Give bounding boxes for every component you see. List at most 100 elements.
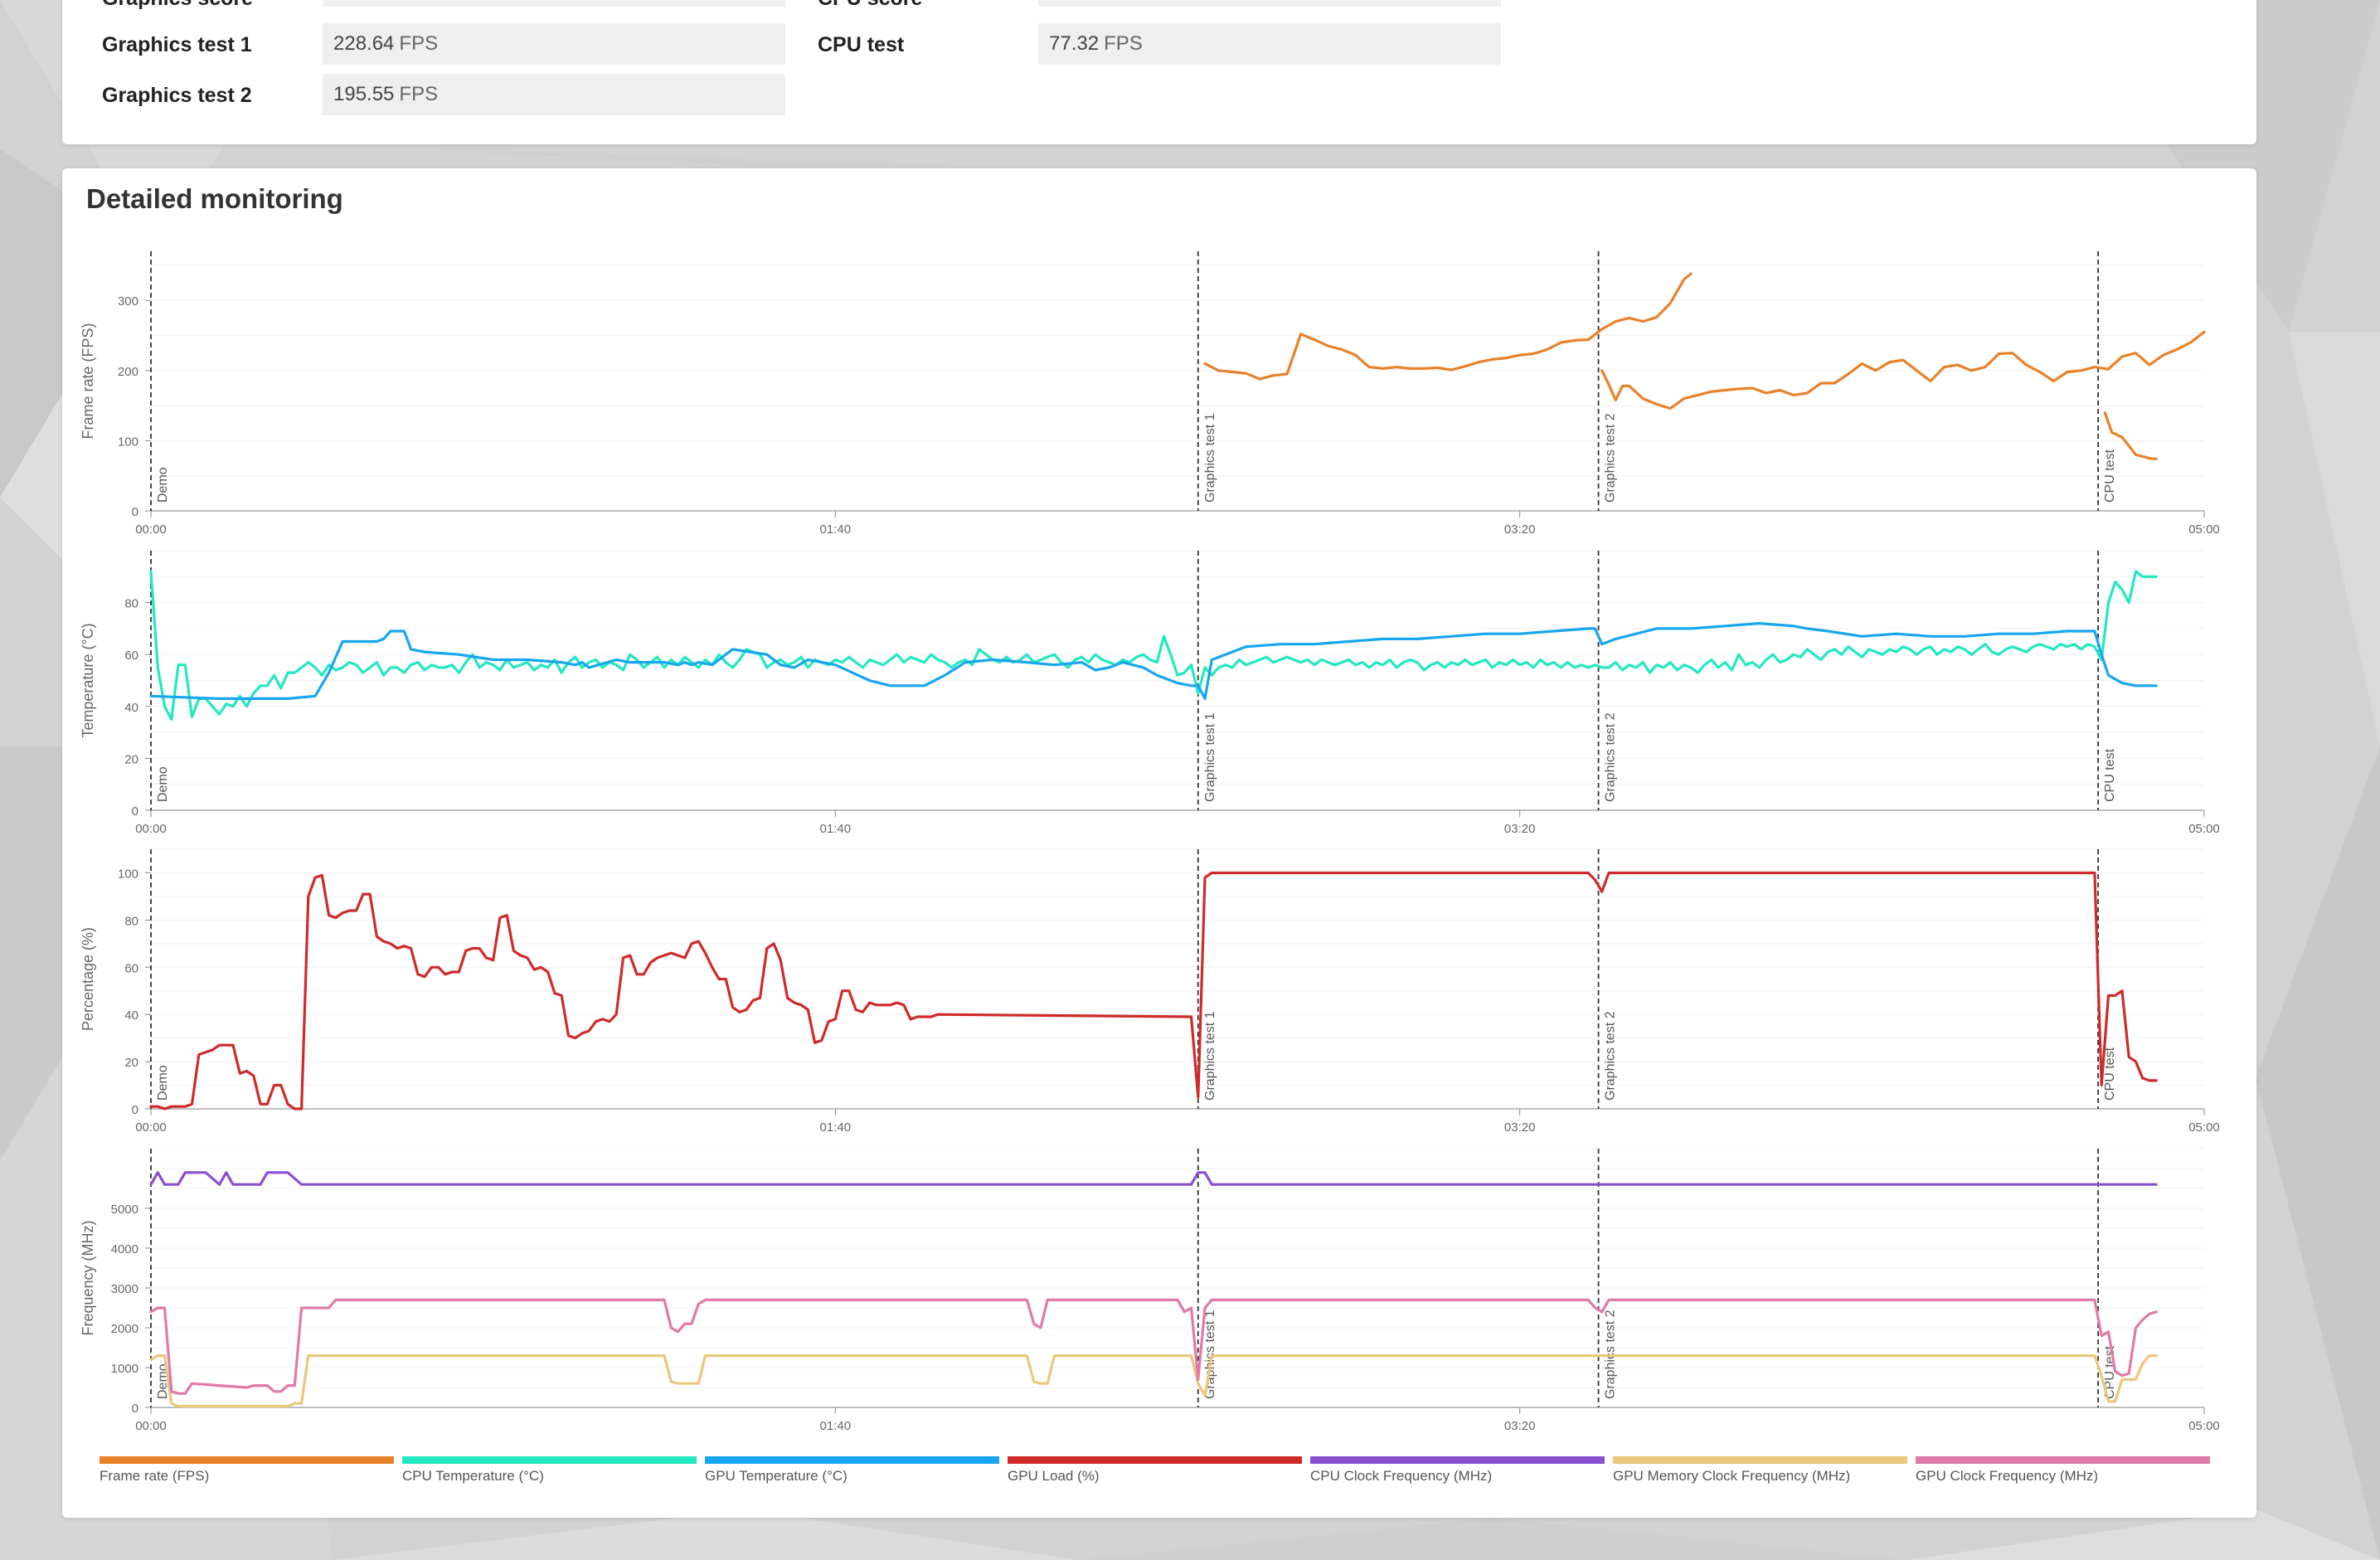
legend-item-frame-rate[interactable]: Frame rate (FPS) xyxy=(100,1456,394,1485)
chart-panel-3: 0 20 40 60 80 100 Percentage (%) 00:00 01:40 03:2… xyxy=(80,848,2220,1135)
y-axis-label: Frame rate (FPS) xyxy=(80,323,96,439)
x-tick-label: 05:00 xyxy=(2188,822,2220,836)
y-tick-label: 60 xyxy=(124,961,138,975)
legend-item-gpu-memory-clock[interactable]: GPU Memory Clock Frequency (MHz) xyxy=(1613,1456,1907,1485)
legend-swatch xyxy=(705,1456,999,1464)
x-tick-label: 03:20 xyxy=(1504,1120,1536,1135)
legend-label: GPU Load (%) xyxy=(1008,1468,1100,1484)
phase-marker-label: Graphics test 1 xyxy=(1203,1011,1217,1101)
x-tick-label: 05:00 xyxy=(2188,522,2220,537)
legend-item-cpu-temperature[interactable]: CPU Temperature (°C) xyxy=(402,1456,697,1485)
graphics-test-1-value: 228.64 FPS xyxy=(323,23,785,65)
x-tick-label: 01:40 xyxy=(820,822,852,836)
phase-marker-label: Graphics test 1 xyxy=(1203,413,1217,503)
y-tick-label: 40 xyxy=(124,701,138,715)
graphics-test-2-value: 195.55 FPS xyxy=(323,74,785,115)
graphics-test-2-label: Graphics test 2 xyxy=(102,84,252,107)
legend-swatch xyxy=(1310,1456,1605,1464)
phase-marker-label: Graphics test 1 xyxy=(1203,1310,1217,1399)
series-line-gpu-temperature-c xyxy=(149,621,2158,701)
graphics-score-box xyxy=(323,0,785,7)
x-tick-label: 01:40 xyxy=(820,1419,852,1433)
x-tick-label: 03:20 xyxy=(1504,522,1536,537)
series-line-frame-rate-fps xyxy=(2103,411,2158,460)
chart-panel-4: 0 1000 2000 3000 4000 5000 Frequency (MHz) 00:0… xyxy=(80,1148,2220,1433)
legend-label: CPU Temperature (°C) xyxy=(402,1468,544,1484)
x-tick-label: 05:00 xyxy=(2188,1120,2220,1135)
x-tick-label: 00:00 xyxy=(135,1120,167,1135)
y-tick-label: 3000 xyxy=(111,1282,138,1296)
legend-item-gpu-load[interactable]: GPU Load (%) xyxy=(1008,1456,1302,1485)
x-tick-label: 03:20 xyxy=(1504,822,1536,836)
y-tick-label: 100 xyxy=(118,867,138,881)
phase-marker-label: Graphics test 2 xyxy=(1604,712,1618,802)
legend-label: Frame rate (FPS) xyxy=(100,1468,210,1484)
cpu-test-label: CPU test xyxy=(818,33,905,56)
cpu-test-value: 77.32 FPS xyxy=(1038,23,1501,65)
y-tick-label: 100 xyxy=(118,435,138,449)
phase-marker-label: Demo xyxy=(156,467,170,503)
series-line-gpu-memory-clock-frequency-mhz xyxy=(149,1353,2158,1408)
y-tick-label: 40 xyxy=(124,1008,138,1023)
score-summary-card: Graphics score CPU score Graphics test 1… xyxy=(62,0,2256,144)
y-tick-label: 60 xyxy=(124,649,138,663)
phase-marker-label: Graphics test 1 xyxy=(1203,712,1217,802)
x-tick-label: 01:40 xyxy=(820,522,852,537)
y-tick-label: 4000 xyxy=(111,1242,138,1256)
series-line-frame-rate-fps xyxy=(1600,330,2206,411)
detailed-monitoring-card: Detailed monitoring 0 100 200 300 Frame rate… xyxy=(62,168,2256,1518)
legend-label: GPU Temperature (°C) xyxy=(705,1468,848,1484)
chart-panel-2: 0 20 40 60 80 Temperature (°C) 00:00 01:40 03:20… xyxy=(80,550,2220,836)
legend-label: GPU Memory Clock Frequency (MHz) xyxy=(1613,1468,1851,1484)
y-tick-label: 200 xyxy=(118,365,138,379)
y-tick-label: 2000 xyxy=(111,1322,138,1336)
y-tick-label: 80 xyxy=(124,597,138,611)
x-tick-label: 00:00 xyxy=(135,522,167,537)
y-tick-label: 20 xyxy=(124,752,138,766)
series-line-gpu-load xyxy=(149,871,2158,1110)
series-line-gpu-clock-frequency-mhz xyxy=(149,1298,2158,1395)
phase-marker-label: Demo xyxy=(156,766,170,802)
y-tick-label: 0 xyxy=(132,1402,138,1416)
y-axis-label: Percentage (%) xyxy=(80,927,96,1031)
phase-marker-label: Graphics test 2 xyxy=(1604,413,1618,503)
legend-swatch xyxy=(100,1456,394,1464)
legend-swatch xyxy=(402,1456,697,1464)
graphics-test-1-label: Graphics test 1 xyxy=(102,33,252,56)
phase-marker-label: Demo xyxy=(156,1065,170,1101)
phase-marker-label: CPU test xyxy=(2103,748,2117,802)
x-tick-label: 03:20 xyxy=(1504,1419,1536,1433)
y-axis-label: Frequency (MHz) xyxy=(80,1220,96,1335)
y-axis-label: Temperature (°C) xyxy=(80,623,96,737)
series-line-frame-rate-fps xyxy=(1203,272,1693,381)
series-line-cpu-temperature-c xyxy=(149,570,2158,722)
legend-swatch xyxy=(1008,1456,1302,1464)
chart-panel-1: 0 100 200 300 Frame rate (FPS) 00:00 01:40 03:2… xyxy=(80,251,2220,537)
y-tick-label: 0 xyxy=(132,505,138,519)
y-tick-label: 0 xyxy=(132,804,138,819)
y-tick-label: 0 xyxy=(132,1103,138,1117)
series-line-cpu-clock-frequency-mhz xyxy=(149,1171,2158,1186)
cpu-score-box xyxy=(1038,0,1501,7)
x-tick-label: 01:40 xyxy=(820,1120,852,1135)
y-tick-label: 300 xyxy=(118,294,138,309)
phase-marker-label: CPU test xyxy=(2103,1047,2117,1101)
section-title: Detailed monitoring xyxy=(86,183,343,214)
phase-marker-label: Graphics test 2 xyxy=(1604,1011,1618,1101)
y-tick-label: 80 xyxy=(124,914,138,928)
legend-item-cpu-clock[interactable]: CPU Clock Frequency (MHz) xyxy=(1310,1456,1605,1485)
phase-marker-label: CPU test xyxy=(2103,449,2117,503)
y-tick-label: 1000 xyxy=(111,1362,138,1376)
legend-label: CPU Clock Frequency (MHz) xyxy=(1310,1468,1493,1484)
x-tick-label: 05:00 xyxy=(2188,1419,2220,1433)
legend-label: GPU Clock Frequency (MHz) xyxy=(1916,1468,2099,1484)
x-tick-label: 00:00 xyxy=(135,822,167,836)
legend-item-gpu-temperature[interactable]: GPU Temperature (°C) xyxy=(705,1456,999,1485)
legend-swatch xyxy=(1613,1456,1907,1464)
cpu-score-label: CPU score xyxy=(818,0,922,11)
y-tick-label: 20 xyxy=(124,1056,138,1070)
legend-item-gpu-clock[interactable]: GPU Clock Frequency (MHz) xyxy=(1916,1456,2210,1485)
graphics-score-label: Graphics score xyxy=(102,0,253,11)
y-tick-label: 5000 xyxy=(111,1203,138,1217)
